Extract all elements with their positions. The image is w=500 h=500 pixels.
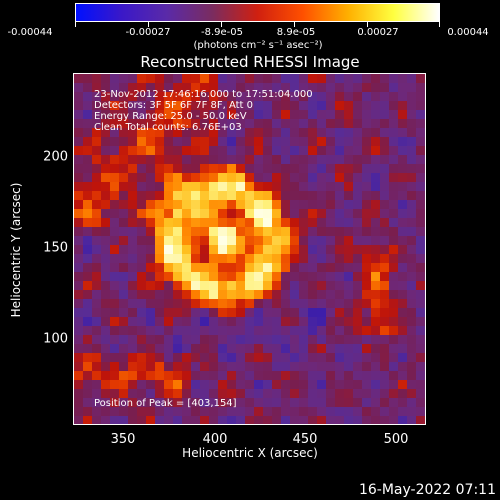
time-range-annotation: 23-Nov-2012 17:46:16.000 to 17:51:04.000 bbox=[94, 89, 313, 100]
colorbar-tick-label: -0.00027 bbox=[125, 27, 171, 38]
colorbar-tick bbox=[439, 22, 440, 27]
peak-position-annotation: Position of Peak = [403,154] bbox=[94, 398, 237, 409]
x-tick-label: 350 bbox=[110, 432, 136, 447]
timestamp: 16-May-2022 07:11 bbox=[358, 482, 496, 498]
colorbar-tick-label: 0.00044 bbox=[447, 27, 489, 38]
y-axis-label: Heliocentric Y (arcsec) bbox=[9, 182, 23, 318]
colorbar-tick bbox=[148, 22, 149, 27]
colorbar-tick-label: -8.9e-05 bbox=[201, 27, 243, 38]
colorbar-tick-label: 8.9e-05 bbox=[276, 27, 316, 38]
colorbar-unit: (photons cm⁻² s⁻¹ asec⁻²) bbox=[193, 40, 323, 51]
colorbar-tick bbox=[221, 22, 222, 27]
plot-title: Reconstructed RHESSI Image bbox=[140, 53, 360, 71]
colorbar-tick bbox=[75, 22, 76, 27]
clean-counts-annotation: Clean Total counts: 6.76E+03 bbox=[94, 122, 242, 133]
x-tick-label: 450 bbox=[292, 432, 318, 447]
rhessi-image bbox=[73, 73, 426, 425]
colorbar-tick bbox=[367, 22, 368, 27]
x-tick-label: 500 bbox=[383, 432, 409, 447]
colorbar-tick-label: 0.00027 bbox=[357, 27, 399, 38]
heatmap-canvas bbox=[74, 74, 425, 424]
colorbar-tick-label: -0.00044 bbox=[7, 27, 53, 38]
colorbar-tick bbox=[294, 22, 295, 27]
y-tick-label: 100 bbox=[43, 331, 68, 347]
x-tick-label: 400 bbox=[202, 432, 228, 447]
energy-range-annotation: Energy Range: 25.0 - 50.0 keV bbox=[94, 111, 247, 122]
colorbar bbox=[75, 3, 440, 22]
y-tick-label: 150 bbox=[43, 240, 68, 256]
x-axis-label: Heliocentric X (arcsec) bbox=[182, 446, 318, 460]
detectors-annotation: Detectors: 3F 5F 6F 7F 8F, Att 0 bbox=[94, 100, 254, 111]
y-tick-label: 200 bbox=[43, 149, 68, 165]
